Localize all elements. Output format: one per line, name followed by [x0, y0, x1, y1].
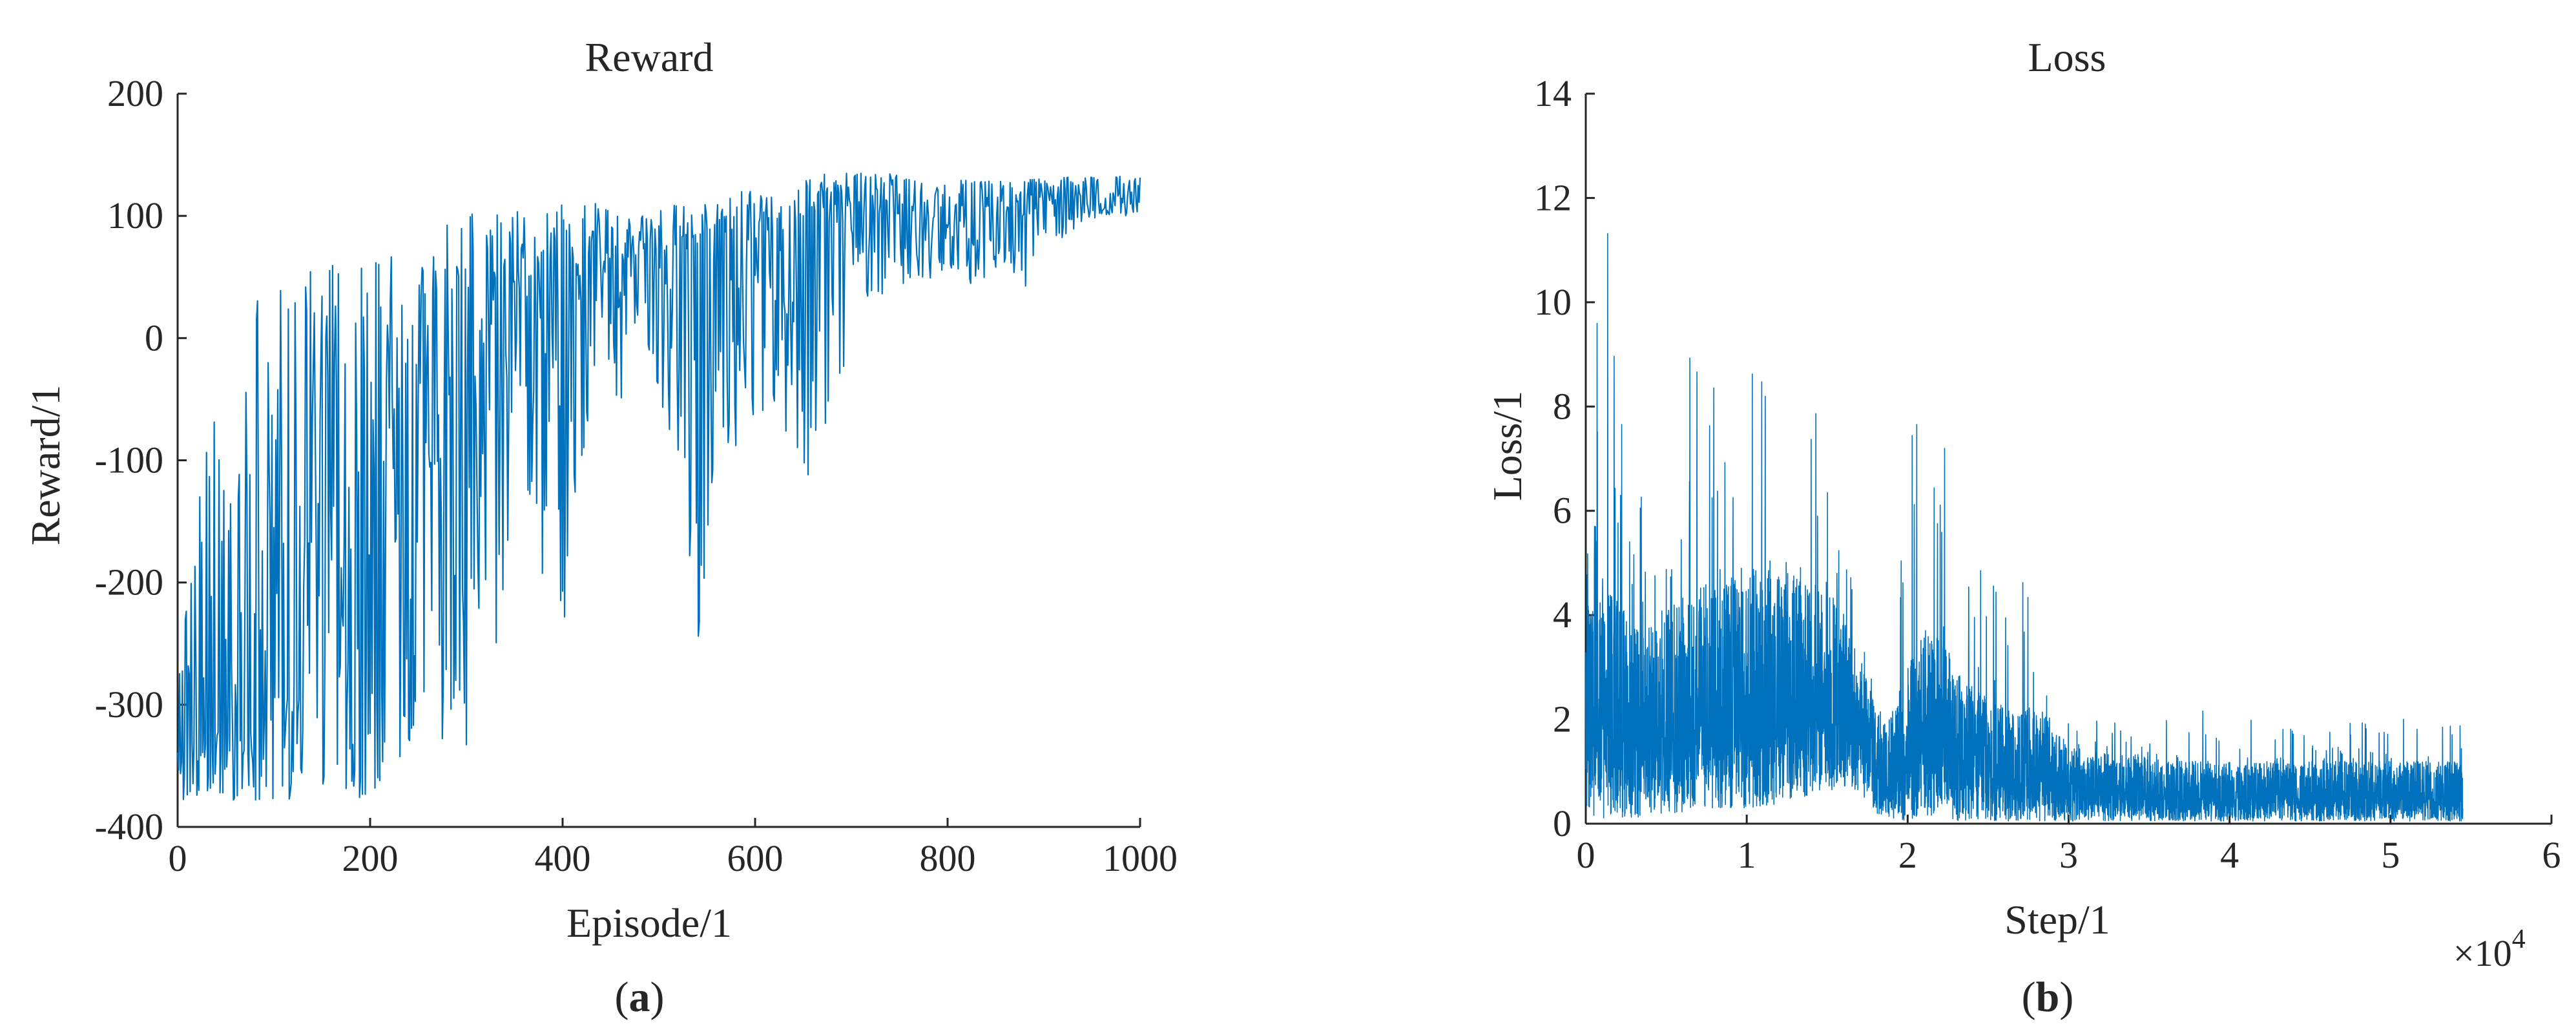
chart-panel-a: Reward 0 200 400 600 800 1000-400-300-200-100… — [23, 34, 1178, 1021]
reward-y-tick-label: 200 — [107, 72, 163, 114]
loss-x-tick-label: 1 — [1738, 834, 1756, 876]
chart-title-reward: Reward — [585, 34, 713, 80]
reward-y-tick-label: 0 — [145, 317, 163, 359]
reward-y-tick-label: -300 — [95, 683, 163, 725]
reward-y-tick-label: -100 — [95, 439, 163, 481]
caption-a: (a) — [615, 974, 665, 1021]
loss-y-tick-label: 0 — [1553, 802, 1572, 844]
reward-x-tick-label: 1000 — [1103, 837, 1178, 879]
loss-x-tick-label: 2 — [1898, 834, 1917, 876]
loss-x-tick-label: 4 — [2220, 834, 2239, 876]
y-axis-label-loss: Loss/1 — [1484, 391, 1530, 501]
reward-y-tick-label: 100 — [107, 194, 163, 236]
loss-x-tick-label: 5 — [2381, 834, 2400, 876]
loss-y-tick-label: 14 — [1534, 72, 1572, 114]
loss-y-tick-label: 4 — [1553, 594, 1572, 636]
caption-a-letter: a — [629, 974, 650, 1021]
x-axis-exponent: ×104 — [2453, 924, 2526, 974]
caption-b: (b) — [2022, 974, 2074, 1021]
loss-x-tick-label: 3 — [2059, 834, 2078, 876]
reward-y-tick-label: -200 — [95, 561, 163, 603]
caption-b-letter: b — [2036, 974, 2060, 1021]
chart-title-loss: Loss — [2028, 34, 2106, 80]
reward-series-line — [176, 172, 1141, 801]
loss-series-line — [1585, 233, 2464, 822]
x-axis-label-reward: Episode/1 — [566, 900, 732, 946]
reward-x-tick-label: 0 — [169, 837, 187, 879]
reward-x-tick-label: 400 — [535, 837, 591, 879]
reward-x-tick-label: 600 — [727, 837, 784, 879]
loss-y-tick-label: 10 — [1534, 281, 1572, 323]
loss-y-tick-label: 12 — [1534, 176, 1572, 218]
loss-x-tick-label: 6 — [2542, 834, 2561, 876]
plot-area-reward: 0 200 400 600 800 1000 -400 -300 -200 -100 0 100 200 — [95, 72, 1178, 879]
x-axis-exponent-base: ×10 — [2453, 932, 2512, 974]
loss-y-tick-label: 8 — [1553, 385, 1572, 427]
reward-x-tick-label: 200 — [342, 837, 399, 879]
loss-y-tick-label: 6 — [1553, 490, 1572, 532]
loss-x-tick-label: 0 — [1577, 834, 1595, 876]
x-axis-label-loss: Step/1 — [2004, 897, 2110, 943]
reward-y-tick-label: -400 — [95, 806, 163, 848]
reward-x-tick-label: 800 — [920, 837, 976, 879]
x-axis-exponent-power: 4 — [2512, 924, 2526, 954]
loss-y-tick-label: 2 — [1553, 698, 1572, 740]
y-axis-label-reward: Reward/1 — [23, 385, 68, 546]
